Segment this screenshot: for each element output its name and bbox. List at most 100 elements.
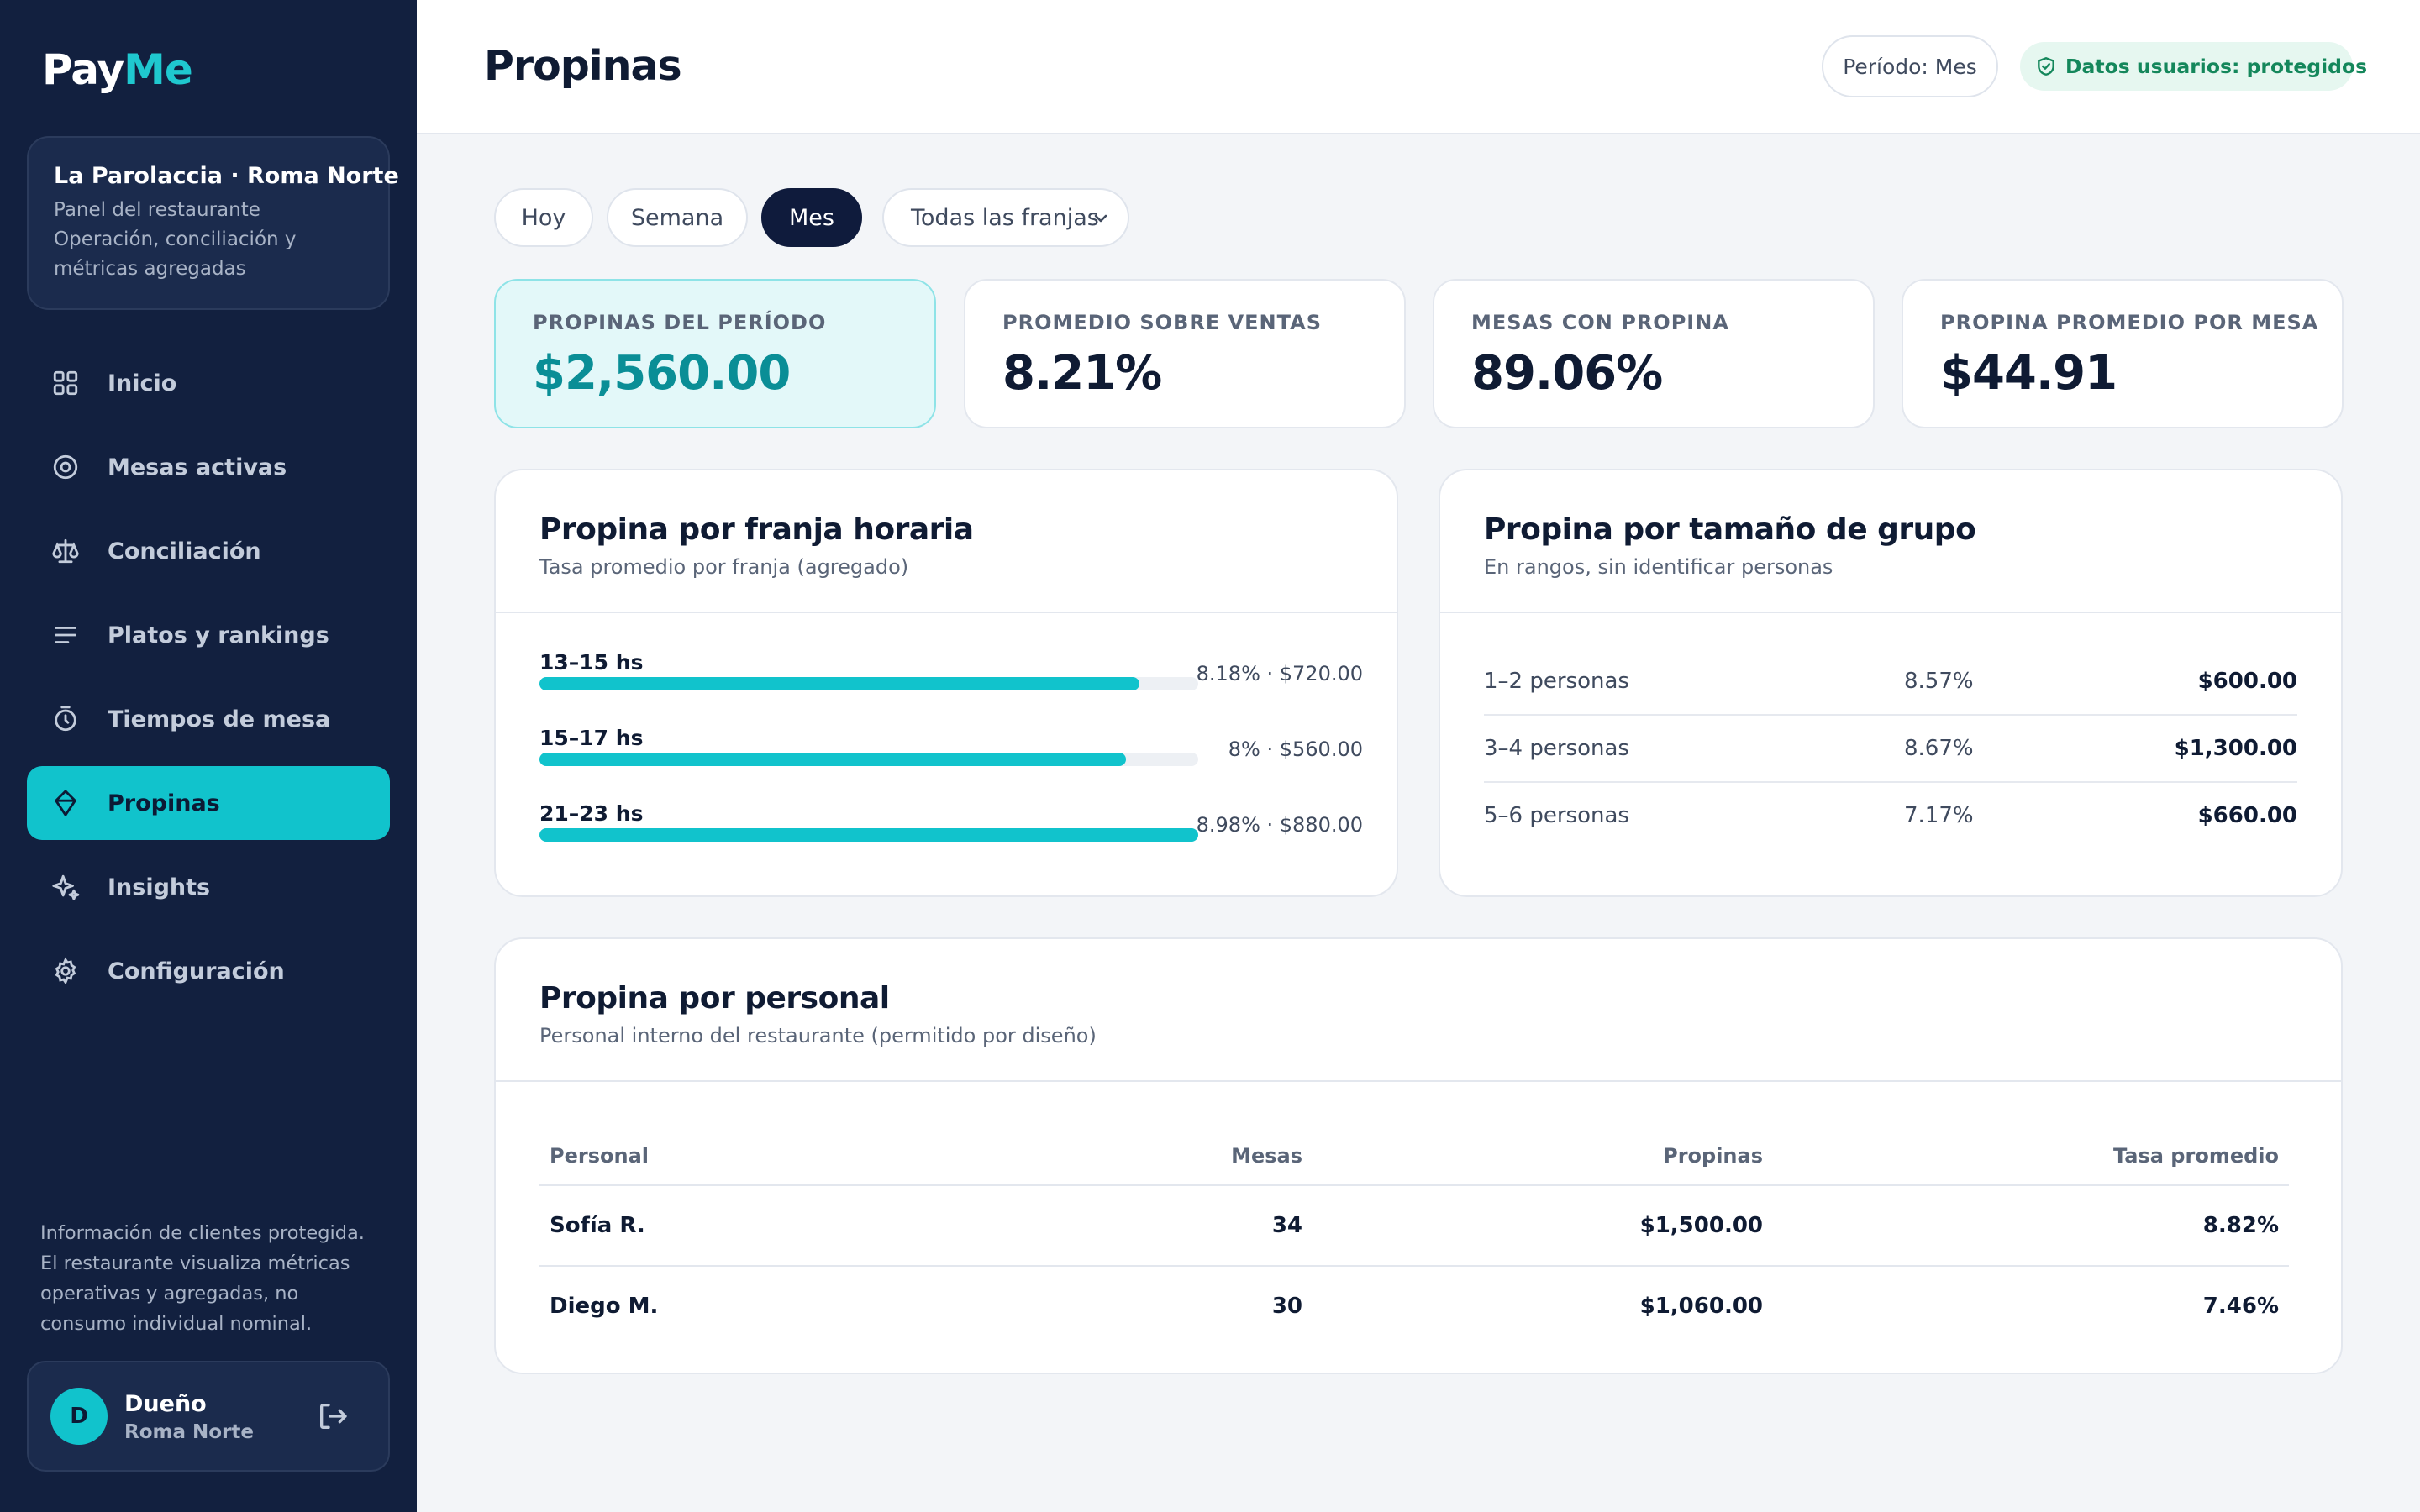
franja-label: 13–15 hs <box>539 650 644 675</box>
panel-title: Propina por franja horaria <box>539 512 974 547</box>
franja-meta: 8.18% · $720.00 <box>1196 662 1363 685</box>
sidebar-item-propinas[interactable]: Propinas <box>27 766 390 840</box>
sidebar-item-label: Tiempos de mesa <box>108 706 331 732</box>
venue-role: Panel del restaurante <box>54 199 260 221</box>
kpi-label: MESAS CON PROPINA <box>1471 311 1729 334</box>
franja-bar-fill <box>539 828 1198 842</box>
target-icon <box>49 450 82 484</box>
panel-franja-horaria: Propina por franja horaria Tasa promedio… <box>494 469 1398 897</box>
cell-propinas: $1,060.00 <box>1639 1294 1763 1319</box>
table-row[interactable]: Diego M. 30 $1,060.00 7.46% <box>539 1267 2289 1347</box>
group-label: 3–4 personas <box>1484 736 1629 761</box>
group-row: 1–2 personas 8.57% $600.00 <box>1484 648 2297 716</box>
column-header-propinas[interactable]: Propinas <box>1663 1144 1763 1168</box>
timer-icon <box>49 702 82 736</box>
privacy-note: Información de clientes protegida. El re… <box>40 1222 365 1335</box>
kpi-mesas-propina: MESAS CON PROPINA 89.06% <box>1433 279 1875 428</box>
franja-select[interactable]: Todas las franjas <box>882 188 1129 247</box>
venue-description-line-2: métricas agregadas <box>54 258 246 280</box>
group-rate: 7.17% <box>1904 803 1974 828</box>
group-rate: 8.67% <box>1904 736 1974 761</box>
sidebar-item-label: Insights <box>108 874 211 900</box>
cell-mesas: 30 <box>1271 1294 1302 1319</box>
panel-personal: Propina por personal Personal interno de… <box>494 937 2343 1374</box>
panel-title: Propina por tamaño de grupo <box>1484 512 1976 547</box>
kpi-propinas-periodo: PROPINAS DEL PERÍODO $2,560.00 <box>494 279 936 428</box>
sidebar-item-insights[interactable]: Insights <box>27 850 390 924</box>
panel-header: Propina por tamaño de grupo En rangos, s… <box>1440 470 2341 613</box>
filter-hoy[interactable]: Hoy <box>494 188 593 247</box>
sidebar-nav: Inicio Mesas activas Conciliación Platos… <box>27 346 390 1018</box>
panel-subtitle: En rangos, sin identificar personas <box>1484 555 1833 579</box>
sidebar-item-platos-rankings[interactable]: Platos y rankings <box>27 598 390 672</box>
kpi-value: 8.21% <box>1002 346 1162 401</box>
franja-bar-track <box>539 828 1198 842</box>
user-name: Dueño <box>124 1391 207 1417</box>
venue-name: La Parolaccia · Roma Norte <box>54 163 399 189</box>
column-header-tasa-promedio[interactable]: Tasa promedio <box>2113 1144 2279 1168</box>
sparkles-icon <box>49 870 82 904</box>
franja-bar-track <box>539 753 1198 766</box>
franja-bar-fill <box>539 677 1140 690</box>
sidebar-item-label: Configuración <box>108 958 285 984</box>
privacy-badge: Datos usuarios: protegidos <box>2020 42 2367 91</box>
kpi-value: $2,560.00 <box>533 346 791 401</box>
sidebar-item-label: Inicio <box>108 370 177 396</box>
chevron-down-icon <box>1091 208 1111 228</box>
period-button[interactable]: Período: Mes <box>1822 35 1998 97</box>
panel-subtitle: Personal interno del restaurante (permit… <box>539 1024 1097 1047</box>
cell-tasa: 8.82% <box>2202 1213 2279 1238</box>
filter-semana[interactable]: Semana <box>607 188 748 247</box>
kpi-label: PROMEDIO SOBRE VENTAS <box>1002 311 1322 334</box>
filter-mes[interactable]: Mes <box>761 188 862 247</box>
sidebar-item-conciliacion[interactable]: Conciliación <box>27 514 390 588</box>
sidebar-item-inicio[interactable]: Inicio <box>27 346 390 420</box>
panel-subtitle: Tasa promedio por franja (agregado) <box>539 555 909 579</box>
avatar: D <box>50 1388 108 1445</box>
user-card[interactable]: D Dueño Roma Norte <box>27 1361 390 1472</box>
grid-icon <box>49 366 82 400</box>
panel-header: Propina por personal Personal interno de… <box>496 939 2341 1082</box>
group-label: 1–2 personas <box>1484 669 1629 694</box>
page-title: Propinas <box>484 42 682 90</box>
franja-label: 21–23 hs <box>539 801 644 826</box>
table-header: Personal Mesas Propinas Tasa promedio <box>539 1119 2289 1186</box>
shield-check-icon <box>2035 54 2057 79</box>
sidebar-item-label: Platos y rankings <box>108 622 329 648</box>
column-header-personal[interactable]: Personal <box>550 1144 649 1168</box>
sidebar-item-label: Mesas activas <box>108 454 287 480</box>
venue-card[interactable]: La Parolaccia · Roma Norte Panel del res… <box>27 136 399 310</box>
panel-header: Propina por franja horaria Tasa promedio… <box>496 470 1397 613</box>
payme-logo[interactable]: PayMe <box>42 45 193 94</box>
sidebar-item-configuracion[interactable]: Configuración <box>27 934 390 1008</box>
cell-personal: Sofía R. <box>550 1213 645 1238</box>
group-rate: 8.57% <box>1904 669 1974 694</box>
scale-icon <box>49 534 82 568</box>
cell-tasa: 7.46% <box>2202 1294 2279 1319</box>
cell-propinas: $1,500.00 <box>1639 1213 1763 1238</box>
franja-bar-track <box>539 677 1198 690</box>
column-header-mesas[interactable]: Mesas <box>1231 1144 1302 1168</box>
kpi-promedio-ventas: PROMEDIO SOBRE VENTAS 8.21% <box>964 279 1406 428</box>
sidebar-item-tiempos-mesa[interactable]: Tiempos de mesa <box>27 682 390 756</box>
gem-icon <box>49 786 82 820</box>
group-row: 5–6 personas 7.17% $660.00 <box>1484 783 2297 850</box>
sidebar: PayMe La Parolaccia · Roma Norte Panel d… <box>0 0 417 1512</box>
group-amount: $660.00 <box>2197 803 2297 828</box>
top-header: Propinas Período: Mes Datos usuarios: pr… <box>417 0 2420 134</box>
group-amount: $1,300.00 <box>2174 736 2297 761</box>
logout-icon[interactable] <box>313 1396 353 1436</box>
sidebar-item-label: Conciliación <box>108 538 261 564</box>
group-label: 5–6 personas <box>1484 803 1629 828</box>
panel-title: Propina por personal <box>539 981 890 1016</box>
franja-label: 15–17 hs <box>539 726 644 750</box>
kpi-propina-promedio-mesa: PROPINA PROMEDIO POR MESA $44.91 <box>1902 279 2344 428</box>
kpi-label: PROPINAS DEL PERÍODO <box>533 311 827 334</box>
sidebar-item-mesas-activas[interactable]: Mesas activas <box>27 430 390 504</box>
franja-meta: 8.98% · $880.00 <box>1196 813 1363 837</box>
table-row[interactable]: Sofía R. 34 $1,500.00 8.82% <box>539 1186 2289 1267</box>
user-location: Roma Norte <box>124 1421 254 1443</box>
list-icon <box>49 618 82 652</box>
group-amount: $600.00 <box>2197 669 2297 694</box>
gear-icon <box>49 954 82 988</box>
